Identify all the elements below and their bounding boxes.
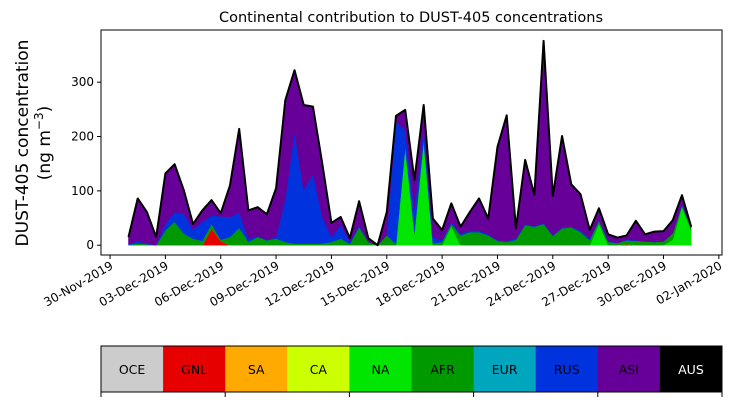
legend-swatch-aus	[659, 346, 723, 392]
y-tick-label: 0	[86, 238, 94, 252]
y-tick-label: 200	[71, 130, 94, 144]
legend-label-na: NA	[371, 362, 389, 377]
legend-swatch-asi	[597, 346, 661, 392]
legend-label-oce: OCE	[119, 362, 146, 377]
legend-swatch-afr	[411, 346, 475, 392]
legend-swatch-rus	[535, 346, 599, 392]
y-label-close: )	[35, 106, 55, 113]
legend-swatch-eur	[473, 346, 537, 392]
y-axis-label: DUST-405 concentration (ng m−3)	[13, 40, 55, 247]
y-tick-label: 100	[71, 184, 94, 198]
total-line	[127, 39, 693, 247]
legend-swatch-ca	[287, 346, 350, 392]
legend-label-ca: CA	[310, 362, 328, 377]
plot-frame	[100, 29, 723, 256]
y-label-unit: (ng m	[35, 130, 55, 180]
chart-title: Continental contribution to DUST-405 con…	[219, 10, 603, 26]
legend-swatch-gnl	[163, 346, 226, 392]
legend-swatch-na	[349, 346, 412, 392]
legend-label-aus: AUS	[678, 362, 704, 377]
legend-label-eur: EUR	[492, 362, 518, 377]
legend-label-asi: ASI	[619, 362, 639, 377]
legend-label-rus: RUS	[554, 362, 580, 377]
y-axis-label-line1: DUST-405 concentration	[13, 40, 33, 247]
legend-label-afr: AFR	[430, 362, 455, 377]
legend-label-sa: SA	[248, 362, 265, 377]
legend-frame	[100, 345, 723, 393]
y-label-exponent: −3	[32, 112, 46, 130]
axes: 010020030030-Nov-201903-Dec-201906-Dec-2…	[41, 29, 724, 309]
legend-label-gnl: GNL	[181, 362, 207, 377]
y-axis-label-line2: (ng m−3)	[32, 106, 55, 181]
legend-swatch-sa	[225, 346, 288, 392]
stacked-areas	[127, 39, 693, 247]
legend-colorbar: OCE GNL SA CA NA AFR EUR RUS ASI AUS	[100, 345, 723, 397]
y-tick-label: 300	[71, 75, 94, 89]
legend-swatch-oce	[101, 346, 164, 392]
